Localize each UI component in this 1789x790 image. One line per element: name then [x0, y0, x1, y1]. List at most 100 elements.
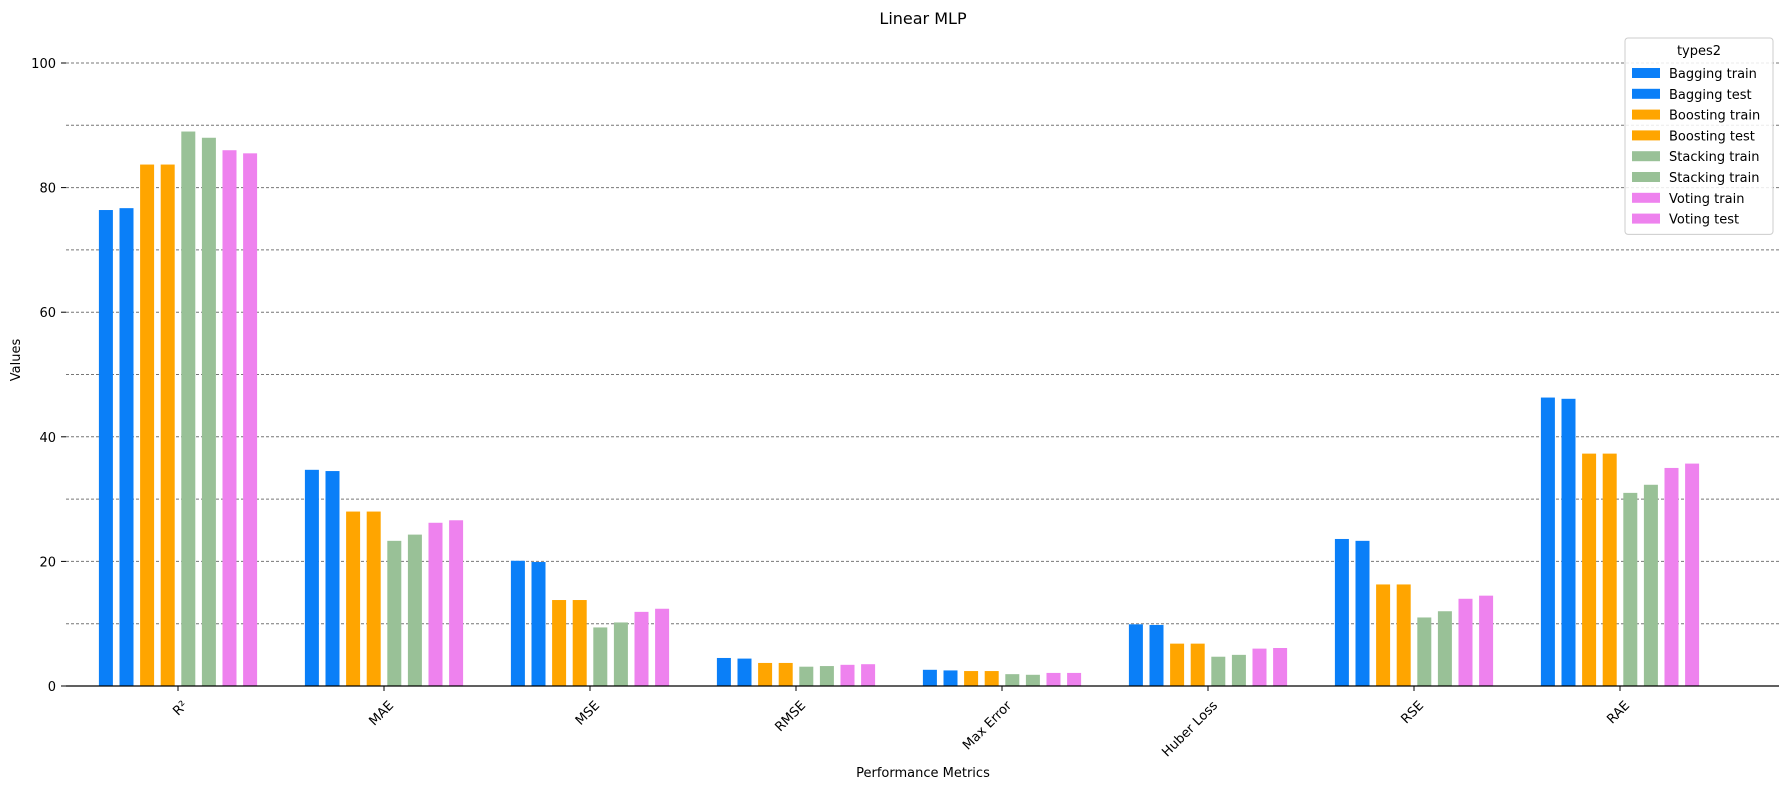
- bar: [304, 469, 319, 686]
- bar: [428, 522, 443, 686]
- bar: [387, 540, 402, 686]
- bar: [593, 627, 608, 686]
- bar: [1211, 656, 1226, 686]
- bar: [1417, 617, 1432, 686]
- legend-label: Voting test: [1669, 213, 1739, 228]
- bar: [861, 664, 876, 686]
- y-tick-label: 100: [31, 57, 56, 72]
- bar: [1437, 611, 1452, 686]
- x-tick-label: Max Error: [960, 698, 1015, 753]
- bar: [1067, 672, 1082, 686]
- bar: [366, 511, 381, 686]
- bar: [1046, 672, 1061, 686]
- x-tick-label: RMSE: [772, 698, 809, 735]
- bar: [181, 131, 196, 686]
- x-tick-label: R²: [170, 698, 191, 719]
- bar: [140, 164, 155, 687]
- legend-label: Boosting test: [1669, 129, 1755, 144]
- x-tick-label: MAE: [366, 698, 397, 729]
- legend-swatch: [1632, 109, 1660, 120]
- legend-label: Stacking train: [1669, 171, 1760, 186]
- bar: [1025, 674, 1040, 686]
- legend-label: Voting train: [1669, 192, 1744, 207]
- bar: [1602, 453, 1617, 686]
- bar: [201, 137, 216, 686]
- bar: [1149, 624, 1164, 686]
- bar: [799, 666, 814, 686]
- bar: [1273, 648, 1288, 686]
- bar: [716, 657, 731, 686]
- legend-label: Bagging test: [1669, 88, 1752, 103]
- y-axis-label: Values: [9, 339, 24, 382]
- bar: [552, 600, 567, 686]
- bar: [943, 670, 958, 686]
- bar: [634, 611, 649, 686]
- bar: [1190, 643, 1205, 686]
- bar: [407, 534, 422, 686]
- chart-title: Linear MLP: [879, 9, 967, 28]
- bar: [1458, 598, 1473, 686]
- bar: [119, 208, 134, 686]
- bar: [346, 511, 361, 686]
- bar: [1582, 453, 1597, 686]
- bar: [613, 622, 628, 686]
- bar: [778, 662, 793, 686]
- bar: [1561, 398, 1576, 686]
- bar: [819, 666, 834, 686]
- bar: [1231, 654, 1246, 686]
- y-tick-label: 40: [39, 431, 56, 446]
- legend-swatch: [1632, 88, 1660, 99]
- bar: [243, 153, 258, 686]
- legend: types2 Bagging train Bagging test Boosting …: [1624, 37, 1774, 235]
- x-axis-label: Performance Metrics: [856, 766, 990, 781]
- legend-label: Stacking train: [1669, 150, 1760, 165]
- legend-swatch: [1632, 213, 1660, 224]
- legend-label: Boosting train: [1669, 109, 1760, 124]
- bar: [98, 210, 113, 686]
- bar: [1355, 540, 1370, 686]
- bar: [1334, 538, 1349, 686]
- bar: [840, 664, 855, 686]
- bar: [1664, 467, 1679, 686]
- bar: [922, 669, 937, 686]
- y-tick-label: 20: [39, 555, 56, 570]
- x-tick-label: MSE: [573, 698, 603, 728]
- bar: [160, 164, 175, 687]
- bar: [1540, 397, 1555, 686]
- y-tick-label: 0: [48, 680, 56, 695]
- bar: [222, 150, 237, 687]
- x-tick-label: RAE: [1604, 698, 1633, 727]
- bar: [1685, 463, 1700, 686]
- bar: [737, 658, 752, 686]
- bar: [1643, 484, 1658, 686]
- legend-swatch: [1632, 68, 1660, 78]
- x-tick-label: Huber Loss: [1159, 698, 1221, 760]
- bar: [1623, 492, 1638, 686]
- bar: [984, 671, 999, 686]
- bar: [572, 600, 587, 686]
- y-tick-label: 60: [39, 306, 56, 321]
- legend-frame: [1624, 37, 1774, 235]
- bar: [1479, 595, 1494, 686]
- grid-lines: [66, 62, 1779, 625]
- bar: [1128, 624, 1143, 686]
- legend-swatch: [1632, 130, 1660, 141]
- bar: [1252, 648, 1267, 686]
- bar: [325, 471, 340, 686]
- y-tick-label: 80: [39, 182, 56, 197]
- bar: [758, 662, 773, 686]
- bars: [98, 131, 1700, 687]
- bar: [531, 562, 546, 686]
- legend-title: types2: [1677, 44, 1721, 59]
- legend-label: Bagging train: [1669, 67, 1757, 82]
- bar: [449, 520, 464, 686]
- bar: [964, 671, 979, 686]
- x-tick-label: RSE: [1398, 698, 1427, 727]
- bar: [510, 560, 525, 686]
- legend-swatch: [1632, 151, 1660, 162]
- legend-swatch: [1632, 192, 1660, 203]
- bar: [1005, 674, 1020, 686]
- bar: [655, 608, 670, 686]
